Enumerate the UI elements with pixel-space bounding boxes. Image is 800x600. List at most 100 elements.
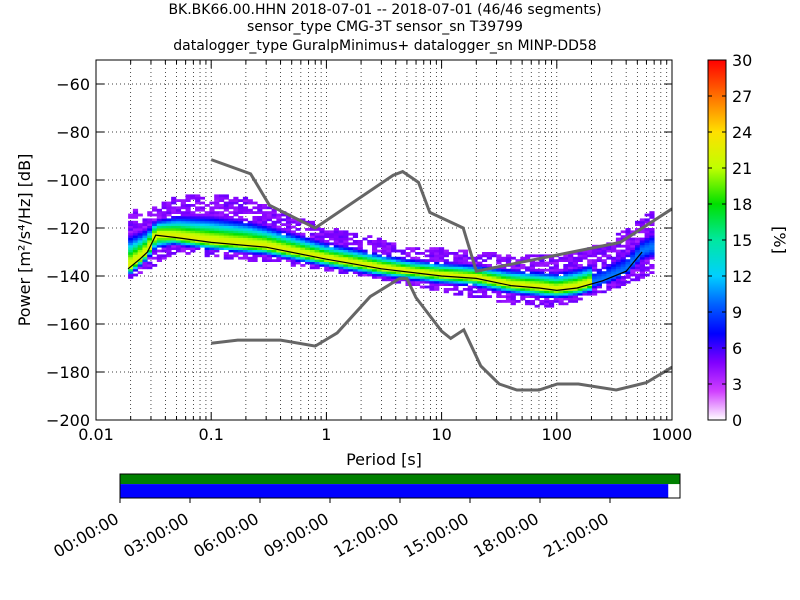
- psd-density-cell: [343, 230, 349, 234]
- psd-density-cell: [180, 242, 186, 246]
- psd-density-cell: [276, 220, 282, 224]
- psd-density-cell: [285, 218, 292, 222]
- psd-density-cell: [529, 254, 535, 258]
- psd-density-cell: [520, 280, 526, 284]
- psd-density-cell: [152, 242, 158, 246]
- psd-density-cell: [228, 232, 234, 236]
- psd-density-cell: [285, 256, 292, 260]
- psd-density-cell: [462, 268, 469, 272]
- psd-density-cell: [300, 242, 306, 246]
- psd-density-cell: [285, 232, 292, 236]
- psd-density-cell: [319, 232, 325, 236]
- psd-density-cell: [534, 292, 540, 296]
- psd-density-cell: [228, 220, 234, 224]
- psd-density-cell: [568, 278, 574, 282]
- psd-density-cell: [247, 240, 253, 243]
- psd-density-cell: [195, 223, 201, 226]
- psd-density-cell: [448, 276, 454, 279]
- psd-density-cell: [238, 199, 244, 202]
- psd-density-cell: [195, 201, 201, 205]
- psd-density-cell: [352, 266, 359, 270]
- psd-density-cell: [161, 218, 167, 222]
- psd-density-cell: [357, 254, 363, 258]
- psd-density-cell: [214, 230, 220, 234]
- psd-density-cell: [295, 256, 301, 260]
- psd-density-cell: [242, 230, 249, 234]
- psd-density-cell: [443, 290, 449, 294]
- psd-density-cell: [400, 259, 406, 262]
- psd-density-cell: [491, 252, 497, 255]
- psd-density-cell: [367, 261, 373, 265]
- psd-density-cell: [630, 259, 636, 262]
- psd-density-cell: [252, 201, 258, 205]
- psd-density-cell: [166, 204, 172, 207]
- psd-density-cell: [525, 278, 531, 282]
- psd-density-cell: [352, 232, 359, 236]
- psd-density-cell: [218, 223, 225, 226]
- psd-density-cell: [491, 290, 497, 294]
- psd-density-cell: [161, 228, 167, 231]
- psd-density-cell: [333, 230, 339, 234]
- psd-density-cell: [190, 228, 196, 231]
- psd-density-cell: [639, 230, 645, 234]
- psd-density-cell: [591, 259, 598, 262]
- psd-density-cell: [305, 259, 311, 262]
- psd-density-cell: [601, 280, 607, 284]
- psd-density-cell: [544, 297, 550, 301]
- psd-density-cell: [568, 259, 574, 262]
- psd-density-cell: [132, 254, 139, 258]
- psd-density-cell: [204, 235, 210, 238]
- psd-density-cell: [262, 206, 268, 210]
- psd-density-cell: [453, 283, 459, 286]
- psd-density-cell: [501, 278, 507, 282]
- psd-density-cell: [453, 264, 459, 267]
- psd-density-cell: [262, 242, 268, 246]
- psd-density-cell: [415, 259, 421, 262]
- psd-density-cell: [262, 211, 268, 214]
- psd-density-cell: [218, 206, 225, 210]
- psd-density-cell: [266, 249, 272, 253]
- psd-density-cell: [152, 213, 158, 217]
- psd-density-cell: [539, 285, 545, 289]
- psd-density-cell: [357, 271, 363, 274]
- psd-density-cell: [553, 266, 559, 270]
- psd-density-cell: [171, 199, 177, 202]
- psd-density-cell: [386, 266, 392, 270]
- psd-density-cell: [142, 228, 148, 231]
- psd-density-cell: [577, 268, 583, 272]
- psd-density-cell: [649, 249, 655, 253]
- psd-density-cell: [458, 259, 464, 262]
- psd-density-cell: [644, 268, 650, 272]
- psd-density-cell: [175, 228, 182, 231]
- psd-density-cell: [572, 288, 579, 291]
- psd-density-cell: [262, 213, 268, 217]
- psd-density-cell: [362, 271, 368, 274]
- psd-density-cell: [505, 268, 512, 272]
- psd-density-cell: [491, 254, 497, 258]
- psd-density-cell: [166, 206, 172, 210]
- psd-density-cell: [214, 216, 220, 219]
- psd-density-cell: [525, 300, 531, 303]
- psd-density-cell: [615, 271, 622, 274]
- psd-density-cell: [228, 249, 234, 253]
- psd-density-cell: [223, 208, 229, 212]
- psd-density-cell: [305, 237, 311, 241]
- psd-density-cell: [137, 225, 143, 229]
- psd-density-cell: [496, 292, 502, 296]
- psd-density-cell: [424, 264, 430, 267]
- psd-density-cell: [601, 290, 607, 294]
- psd-density-cell: [175, 206, 182, 210]
- psd-density-cell: [166, 240, 172, 243]
- psd-density-cell: [156, 242, 162, 246]
- psd-density-cell: [257, 249, 263, 253]
- psd-density-cell: [606, 268, 612, 272]
- psd-density-cell: [185, 228, 191, 231]
- psd-density-cell: [338, 237, 344, 241]
- psd-density-cell: [639, 273, 645, 277]
- psd-density-cell: [639, 220, 645, 224]
- psd-density-cell: [128, 223, 134, 226]
- psd-density-cell: [376, 271, 382, 274]
- psd-density-cell: [477, 273, 483, 277]
- psd-density-cell: [276, 247, 282, 250]
- psd-density-cell: [228, 204, 234, 207]
